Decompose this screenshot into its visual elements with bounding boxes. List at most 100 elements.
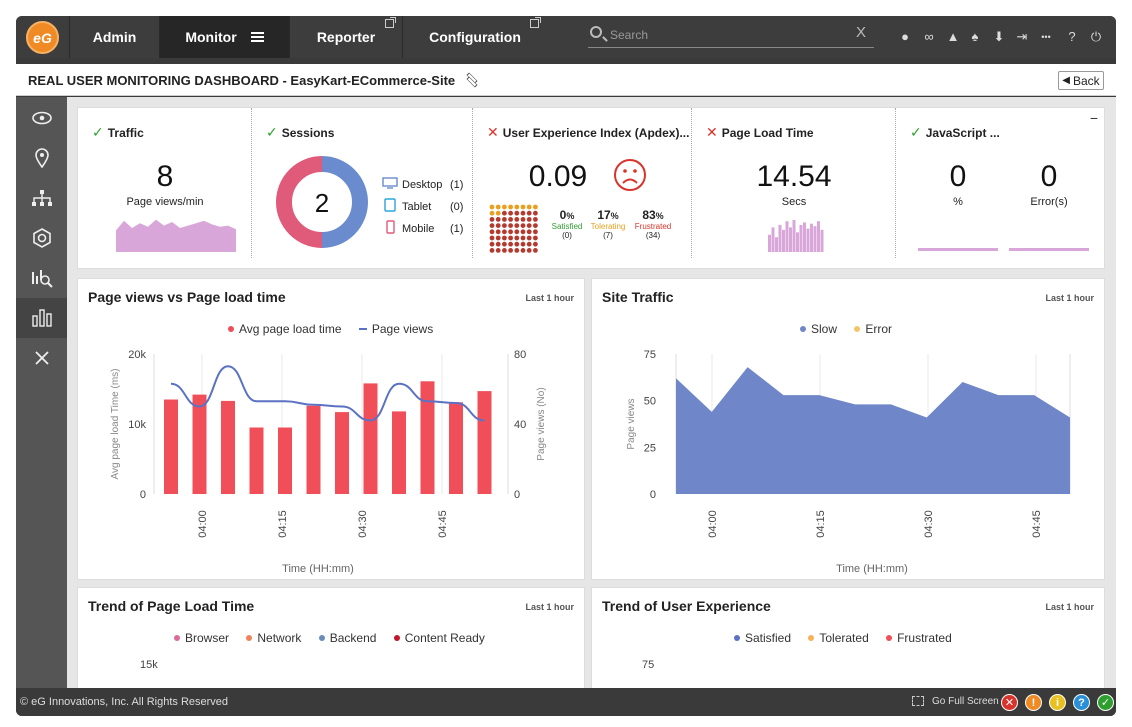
legend-dot	[800, 326, 806, 333]
sidebar-item-location[interactable]	[16, 138, 67, 178]
power-icon[interactable]: ⏻	[1090, 29, 1102, 44]
bell-icon[interactable]: ♠	[971, 29, 979, 44]
apdex-dot	[514, 229, 520, 235]
tab-configuration[interactable]: Configuration	[402, 16, 547, 58]
device-mobile-count: (1)	[450, 223, 464, 235]
apdex-dot	[495, 235, 501, 241]
kpi-traffic-header: ✓ Traffic	[92, 124, 144, 141]
eg-logo[interactable]: eG	[26, 21, 59, 54]
page-views-vs-load-time-panel: Page views vs Page load time Last 1 hour…	[77, 278, 585, 580]
satisfied-pct: 0	[559, 208, 567, 222]
help-icon[interactable]: ?	[1068, 29, 1076, 44]
sidebar-item-eye[interactable]	[16, 98, 67, 138]
sidebar-item-topology[interactable]	[16, 178, 67, 218]
spark-bar	[810, 223, 813, 252]
time-range-label[interactable]: Last 1 hour	[1045, 293, 1094, 303]
alert-icon[interactable]: ▲	[946, 29, 960, 44]
cross-icon: ✕	[706, 124, 718, 140]
x-axis-label: Time (HH:mm)	[836, 563, 908, 575]
menu-icon[interactable]	[250, 30, 264, 44]
tab-admin-label: Admin	[92, 29, 137, 45]
sidebar-item-dashboard[interactable]	[16, 298, 67, 338]
desktop-icon	[382, 177, 398, 189]
mobile-icon	[386, 220, 395, 234]
legend-item-slow[interactable]: Slow	[800, 322, 837, 336]
panel-title: Trend of User Experience	[602, 598, 771, 614]
apdex-dot	[489, 210, 495, 216]
legend-item-satisfied[interactable]: Satisfied	[734, 631, 791, 645]
apdex-dot	[520, 241, 526, 247]
tab-admin[interactable]: Admin	[69, 16, 159, 58]
apdex-dot	[502, 241, 507, 247]
minor-status-icon[interactable]: i	[1049, 694, 1066, 711]
legend-label: Network	[257, 631, 302, 645]
tab-reporter[interactable]: Reporter	[289, 16, 402, 58]
legend-label: Error	[865, 322, 893, 336]
sidebar-item-analysis[interactable]	[16, 258, 67, 298]
kpi-traffic[interactable]: ✓ Traffic 8 Page views/min	[78, 108, 252, 258]
unknown-status-icon[interactable]: ?	[1073, 694, 1090, 711]
major-status-icon[interactable]: !	[1025, 694, 1042, 711]
legend-item-backend[interactable]: Backend	[318, 631, 376, 645]
legend-item-network[interactable]: Network	[246, 631, 301, 645]
bar-page-load	[221, 400, 235, 494]
clear-search-icon[interactable]: X	[855, 24, 866, 41]
bar-page-load	[164, 399, 178, 494]
legend-item-views[interactable]: Page views	[358, 322, 433, 336]
download-icon[interactable]: ⬇	[993, 29, 1005, 44]
sidebar-item-close[interactable]	[16, 338, 67, 378]
hexagon-gear-icon	[32, 228, 51, 248]
apdex-dot	[526, 204, 532, 210]
sidebar-item-components[interactable]	[16, 218, 67, 258]
apdex-dot	[520, 204, 526, 210]
kpi-apdex-title: User Experience Index (Apdex)...	[502, 126, 690, 140]
search-input[interactable]	[610, 26, 840, 44]
chart-legend: Slow Error	[800, 322, 906, 336]
pageload-sparkline	[768, 220, 824, 252]
apdex-dot	[520, 248, 526, 253]
site-traffic-chart: 0 25 50 75 04:00 04:15 04:30 04:45 Time (HH:mm) P…	[626, 349, 1071, 575]
kpi-javascript[interactable]: ✓ JavaScript ... 0 % 0 Error(s)	[896, 108, 1096, 258]
spark-bar	[785, 221, 789, 252]
fullscreen-button[interactable]: Go Full Screen	[912, 696, 999, 707]
apdex-dot	[526, 217, 532, 222]
more-icon[interactable]: •••	[1041, 32, 1051, 42]
critical-status-icon[interactable]: ✕	[1001, 694, 1018, 711]
legend-item-frustrated[interactable]: Frustrated	[886, 631, 952, 645]
back-button[interactable]: ◀ Back	[1058, 71, 1104, 90]
device-desktop[interactable]: Desktop (1)	[382, 174, 463, 196]
footer: © eG Innovations, Inc. All Rights Reserv…	[16, 688, 1116, 716]
search-icon	[590, 26, 602, 38]
kpi-traffic-label: Page views/min	[126, 196, 204, 208]
device-mobile[interactable]: Mobile (1)	[382, 218, 463, 240]
sessions-donut: 2	[276, 156, 368, 248]
sign-in-icon[interactable]: ⇥	[1016, 29, 1028, 44]
kpi-page-load-time[interactable]: ✕ Page Load Time 14.54 Secs	[692, 108, 896, 258]
apdex-dot	[514, 241, 520, 247]
normal-status-icon[interactable]: ✓	[1097, 694, 1114, 711]
apdex-dot	[514, 248, 520, 253]
legend-item-load[interactable]: Avg page load time	[228, 322, 342, 336]
device-tablet[interactable]: Tablet (0)	[382, 196, 463, 218]
apdex-value: 0.09	[528, 160, 588, 193]
time-range-label[interactable]: Last 1 hour	[1045, 602, 1094, 612]
minimize-button[interactable]: −	[1089, 110, 1098, 126]
legend-item-error[interactable]: Error	[854, 322, 892, 336]
kpi-apdex[interactable]: ✕ User Experience Index (Apdex)... 0.09 0…	[473, 108, 692, 258]
link-icon[interactable]: ∞	[924, 29, 934, 44]
y-left-label: Avg page load Time (ms)	[110, 369, 121, 480]
kpi-sessions[interactable]: ✓ Sessions 2 Desktop (1) Tablet (0) Mobile (…	[252, 108, 473, 258]
tab-monitor[interactable]: Monitor	[159, 16, 289, 58]
legend-item-browser[interactable]: Browser	[174, 631, 229, 645]
user-icon[interactable]: ●	[901, 29, 909, 44]
spark-bar	[803, 222, 806, 252]
legend-item-tolerated[interactable]: Tolerated	[808, 631, 869, 645]
pageload-unit: Secs	[781, 196, 807, 208]
apdex-frustrated: 83% Frustrated (34)	[631, 208, 675, 240]
time-range-label[interactable]: Last 1 hour	[525, 293, 574, 303]
legend-dot	[808, 635, 815, 642]
y-right-tick: 80	[514, 349, 526, 361]
layers-icon[interactable]	[465, 72, 479, 88]
legend-item-content-ready[interactable]: Content Ready	[393, 631, 485, 645]
time-range-label[interactable]: Last 1 hour	[525, 602, 574, 612]
